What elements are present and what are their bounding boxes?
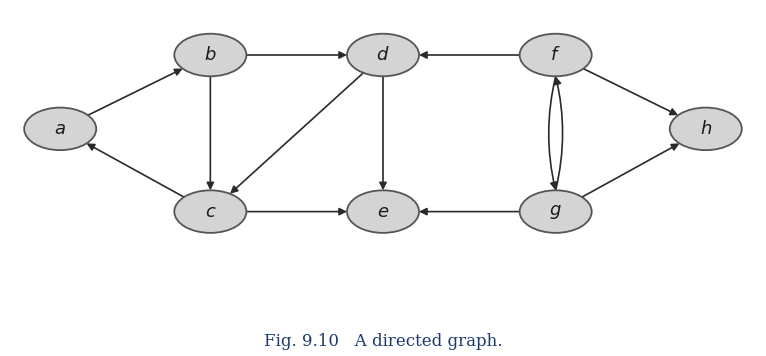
FancyArrowPatch shape xyxy=(555,78,562,190)
FancyArrowPatch shape xyxy=(421,209,519,215)
FancyArrowPatch shape xyxy=(380,76,386,188)
FancyArrowPatch shape xyxy=(231,73,363,193)
Ellipse shape xyxy=(519,34,591,76)
Text: $\it{c}$: $\it{c}$ xyxy=(205,203,216,221)
FancyArrowPatch shape xyxy=(208,76,214,188)
Ellipse shape xyxy=(175,34,247,76)
FancyArrowPatch shape xyxy=(88,69,181,115)
Text: Fig. 9.10   A directed graph.: Fig. 9.10 A directed graph. xyxy=(264,333,502,350)
FancyArrowPatch shape xyxy=(548,76,557,189)
Text: $\it{h}$: $\it{h}$ xyxy=(699,120,712,138)
FancyArrowPatch shape xyxy=(584,69,676,115)
Ellipse shape xyxy=(347,190,419,233)
Ellipse shape xyxy=(519,190,591,233)
Text: $\it{f}$: $\it{f}$ xyxy=(550,46,561,64)
FancyArrowPatch shape xyxy=(88,144,184,197)
Text: $\it{e}$: $\it{e}$ xyxy=(377,203,389,221)
FancyArrowPatch shape xyxy=(247,52,345,58)
Ellipse shape xyxy=(175,190,247,233)
Ellipse shape xyxy=(347,34,419,76)
Text: $\it{d}$: $\it{d}$ xyxy=(376,46,390,64)
Ellipse shape xyxy=(669,108,741,150)
Text: $\it{b}$: $\it{b}$ xyxy=(204,46,217,64)
FancyArrowPatch shape xyxy=(421,52,519,58)
Text: $\it{g}$: $\it{g}$ xyxy=(549,203,562,221)
FancyArrowPatch shape xyxy=(247,209,345,215)
FancyArrowPatch shape xyxy=(582,144,678,197)
Text: $\it{a}$: $\it{a}$ xyxy=(54,120,66,138)
Ellipse shape xyxy=(25,108,97,150)
